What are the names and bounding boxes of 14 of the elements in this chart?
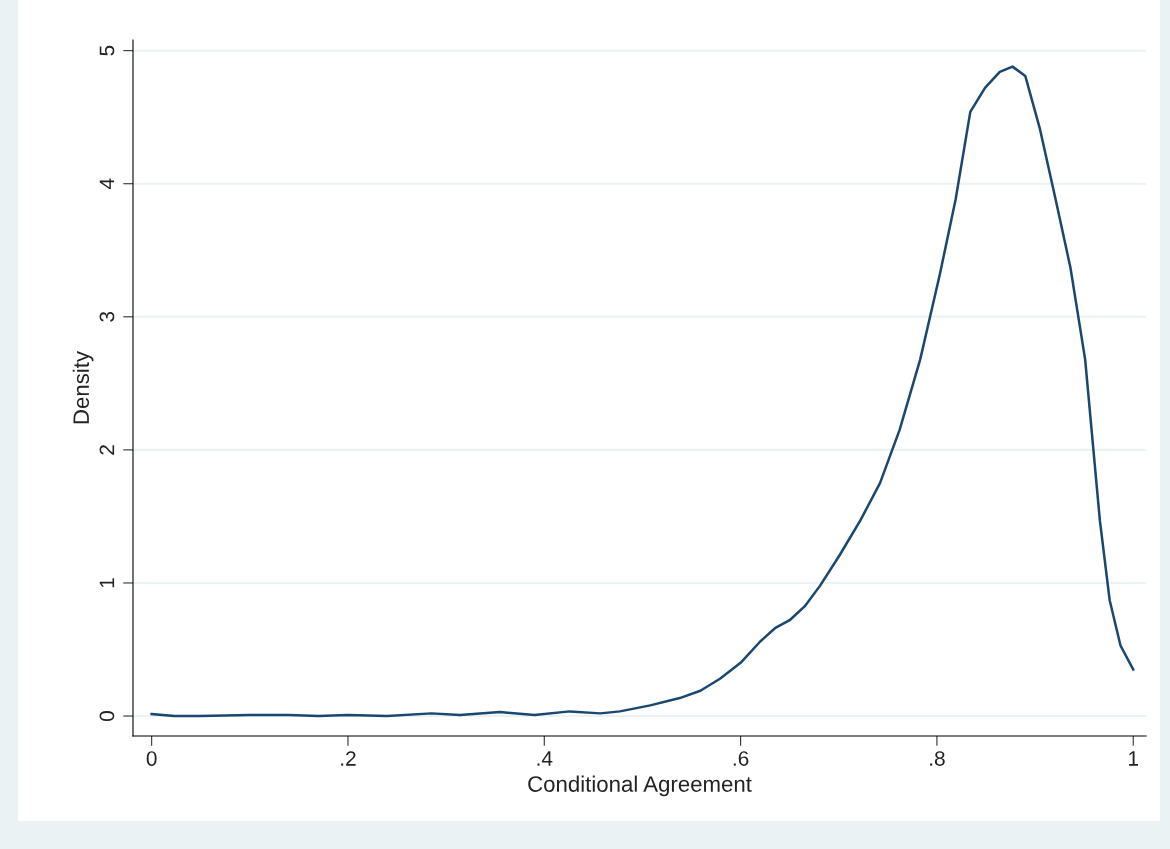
y-axis-title: Density xyxy=(72,350,94,424)
x-tick-label: .8 xyxy=(930,751,945,766)
x-tick-label: 0 xyxy=(146,751,157,766)
y-tick-label: 1 xyxy=(99,578,115,588)
y-tick-label: 3 xyxy=(99,311,115,322)
x-tick-label: .2 xyxy=(341,751,356,766)
x-tick-label: 1 xyxy=(1129,751,1139,766)
x-tick-label: .6 xyxy=(733,751,749,766)
x-axis-title: Conditional Agreement xyxy=(528,775,752,797)
y-tick-label: 5 xyxy=(99,45,115,56)
y-tick-label: 2 xyxy=(99,445,115,455)
y-tick-label: 0 xyxy=(99,711,115,722)
x-tick-label: .4 xyxy=(537,751,553,766)
y-tick-label: 4 xyxy=(99,178,115,190)
